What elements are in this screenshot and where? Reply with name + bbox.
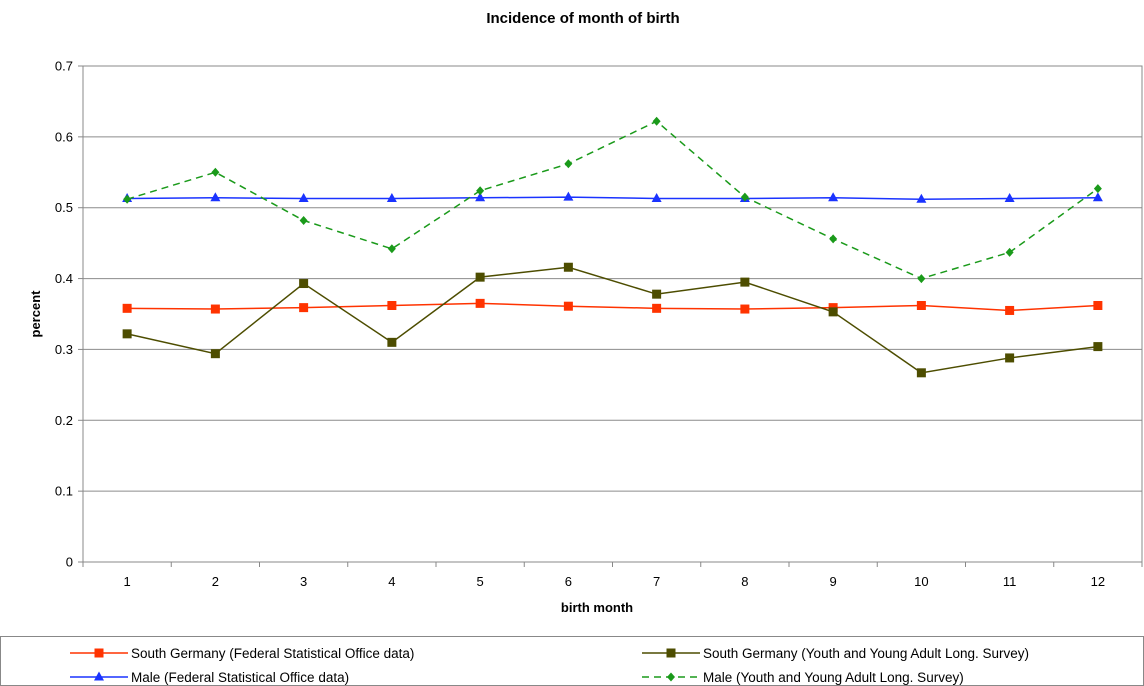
- plot-area: [82, 65, 1143, 563]
- legend-label: Male (Youth and Young Adult Long. Survey…: [703, 670, 964, 685]
- x-tick-label: 9: [830, 574, 837, 589]
- data-point: [387, 300, 397, 310]
- x-tick-label: 2: [212, 574, 219, 589]
- data-point: [652, 116, 661, 126]
- legend-label: South Germany (Youth and Young Adult Lon…: [703, 646, 1029, 661]
- data-point: [651, 193, 662, 203]
- x-tick-label: 3: [300, 574, 307, 589]
- data-point: [829, 234, 838, 244]
- data-point: [564, 159, 573, 169]
- data-point: [387, 244, 396, 254]
- data-point: [1092, 192, 1103, 202]
- legend-marker: [94, 648, 104, 658]
- x-tick-label: 12: [1091, 574, 1105, 589]
- data-point: [299, 215, 308, 225]
- gridlines: [83, 136, 1142, 492]
- data-point: [652, 303, 662, 313]
- data-point: [828, 192, 839, 202]
- legend-label: South Germany (Federal Statistical Offic…: [131, 646, 414, 661]
- y-axis-title: percent: [28, 290, 43, 338]
- data-point: [1093, 342, 1103, 352]
- data-point: [740, 304, 750, 314]
- y-tick-label: 0: [66, 555, 73, 570]
- legend-item: Male (Federal Statistical Office data): [70, 670, 349, 685]
- series-line: [127, 196, 1098, 200]
- data-point: [740, 277, 750, 287]
- data-point: [1093, 184, 1102, 194]
- y-tick-label: 0.5: [55, 200, 73, 215]
- data-point: [740, 192, 749, 202]
- x-tick-label: 11: [1003, 574, 1017, 589]
- y-tick-label: 0.4: [55, 271, 73, 286]
- data-point: [1005, 305, 1015, 315]
- data-point: [210, 349, 220, 359]
- x-tick-label: 8: [741, 574, 748, 589]
- x-tick-label: 5: [477, 574, 484, 589]
- data-point: [652, 289, 662, 299]
- axes: 00.10.20.30.40.50.60.71 2 3 4 5 6 7 8 9 10 11 12: [55, 59, 1143, 589]
- data-point: [122, 329, 132, 339]
- x-tick-label: 10: [914, 574, 928, 589]
- series-3: [123, 116, 1102, 284]
- series-group: [122, 116, 1103, 378]
- legend-item: South Germany (Youth and Young Adult Lon…: [642, 646, 1029, 661]
- x-axis-title: birth month: [561, 600, 633, 615]
- data-point: [387, 337, 397, 347]
- data-point: [386, 193, 397, 203]
- data-point: [1004, 193, 1015, 203]
- legend: South Germany (Federal Statistical Offic…: [0, 636, 1144, 686]
- legend-marker: [667, 672, 675, 682]
- legend-item: Male (Youth and Young Adult Long. Survey…: [642, 670, 964, 685]
- y-tick-label: 0.7: [55, 59, 73, 74]
- data-point: [1005, 247, 1014, 257]
- series-0: [122, 298, 1103, 315]
- data-point: [916, 368, 926, 378]
- y-tick-label: 0.3: [55, 342, 73, 357]
- chart-title: Incidence of month of birth: [486, 10, 679, 27]
- data-point: [298, 193, 309, 203]
- data-point: [916, 300, 926, 310]
- data-point: [828, 307, 838, 317]
- x-tick-label: 6: [565, 574, 572, 589]
- data-point: [475, 192, 486, 202]
- series-2: [122, 191, 1103, 203]
- data-point: [211, 167, 220, 177]
- y-tick-label: 0.6: [55, 129, 73, 144]
- data-point: [1093, 300, 1103, 310]
- series-line: [127, 302, 1098, 312]
- data-point: [917, 274, 926, 284]
- x-tick-label: 4: [388, 574, 395, 589]
- legend-marker: [94, 671, 104, 681]
- data-point: [563, 262, 573, 272]
- series-line: [126, 120, 1099, 280]
- data-point: [916, 193, 927, 203]
- y-tick-label: 0.2: [55, 413, 73, 428]
- data-point: [1005, 353, 1015, 363]
- data-point: [299, 303, 309, 313]
- data-point: [123, 194, 132, 204]
- legend-label: Male (Federal Statistical Office data): [131, 670, 349, 685]
- legend-marker: [666, 648, 676, 658]
- x-tick-label: 7: [653, 574, 660, 589]
- data-point: [299, 279, 309, 289]
- data-point: [563, 301, 573, 311]
- data-point: [210, 192, 221, 202]
- data-point: [563, 191, 574, 201]
- legend-item: South Germany (Federal Statistical Offic…: [70, 646, 414, 661]
- series-1: [122, 262, 1103, 378]
- data-point: [475, 272, 485, 282]
- data-point: [210, 304, 220, 314]
- x-tick-label: 1: [124, 574, 131, 589]
- data-point: [475, 298, 485, 308]
- y-tick-label: 0.1: [55, 484, 73, 499]
- series-line: [126, 266, 1098, 374]
- data-point: [122, 303, 132, 313]
- data-point: [476, 186, 485, 196]
